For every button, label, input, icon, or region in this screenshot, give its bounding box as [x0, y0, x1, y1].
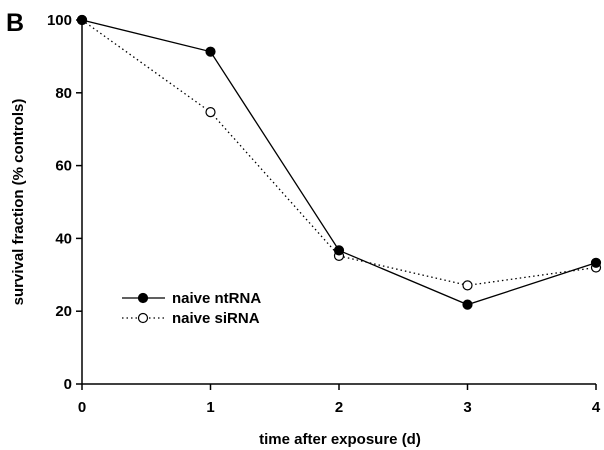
x-tick-label: 1 — [206, 399, 214, 416]
legend-marker — [137, 292, 149, 304]
data-point — [462, 280, 473, 291]
legend-marker — [137, 312, 149, 324]
legend-entry: naive siRNA — [122, 310, 260, 327]
y-axis-label: survival fraction (% controls) — [10, 99, 27, 306]
legend-label: naive ntRNA — [172, 290, 261, 307]
y-tick-label: 0 — [64, 376, 72, 393]
legend-entry: naive ntRNA — [122, 290, 261, 307]
data-point — [333, 245, 345, 256]
y-tick-label: 100 — [47, 12, 72, 29]
x-axis-label: time after exposure (d) — [259, 431, 421, 448]
y-tick-label: 40 — [55, 230, 72, 247]
axes: 0 20 40 60 80 100 0 1 2 3 4 — [47, 12, 601, 416]
x-tick-label: 0 — [78, 399, 86, 416]
data-point — [462, 299, 473, 310]
series-line — [81, 19, 597, 306]
x-tick-label: 2 — [335, 399, 343, 416]
y-tick-label: 80 — [55, 85, 72, 102]
series-layer — [76, 14, 602, 310]
series-naive-ntRNA — [76, 14, 602, 310]
y-tick-label: 60 — [55, 158, 72, 175]
x-tick-label: 4 — [592, 399, 601, 416]
x-tick-label: 3 — [463, 399, 471, 416]
data-point — [76, 14, 88, 26]
panel-label: B — [6, 9, 24, 37]
y-tick-label: 20 — [55, 303, 72, 320]
data-point — [590, 257, 602, 268]
data-point — [205, 46, 216, 57]
legend: naive ntRNA naive siRNA — [122, 290, 261, 327]
legend-label: naive siRNA — [172, 310, 260, 327]
data-point — [205, 106, 216, 118]
